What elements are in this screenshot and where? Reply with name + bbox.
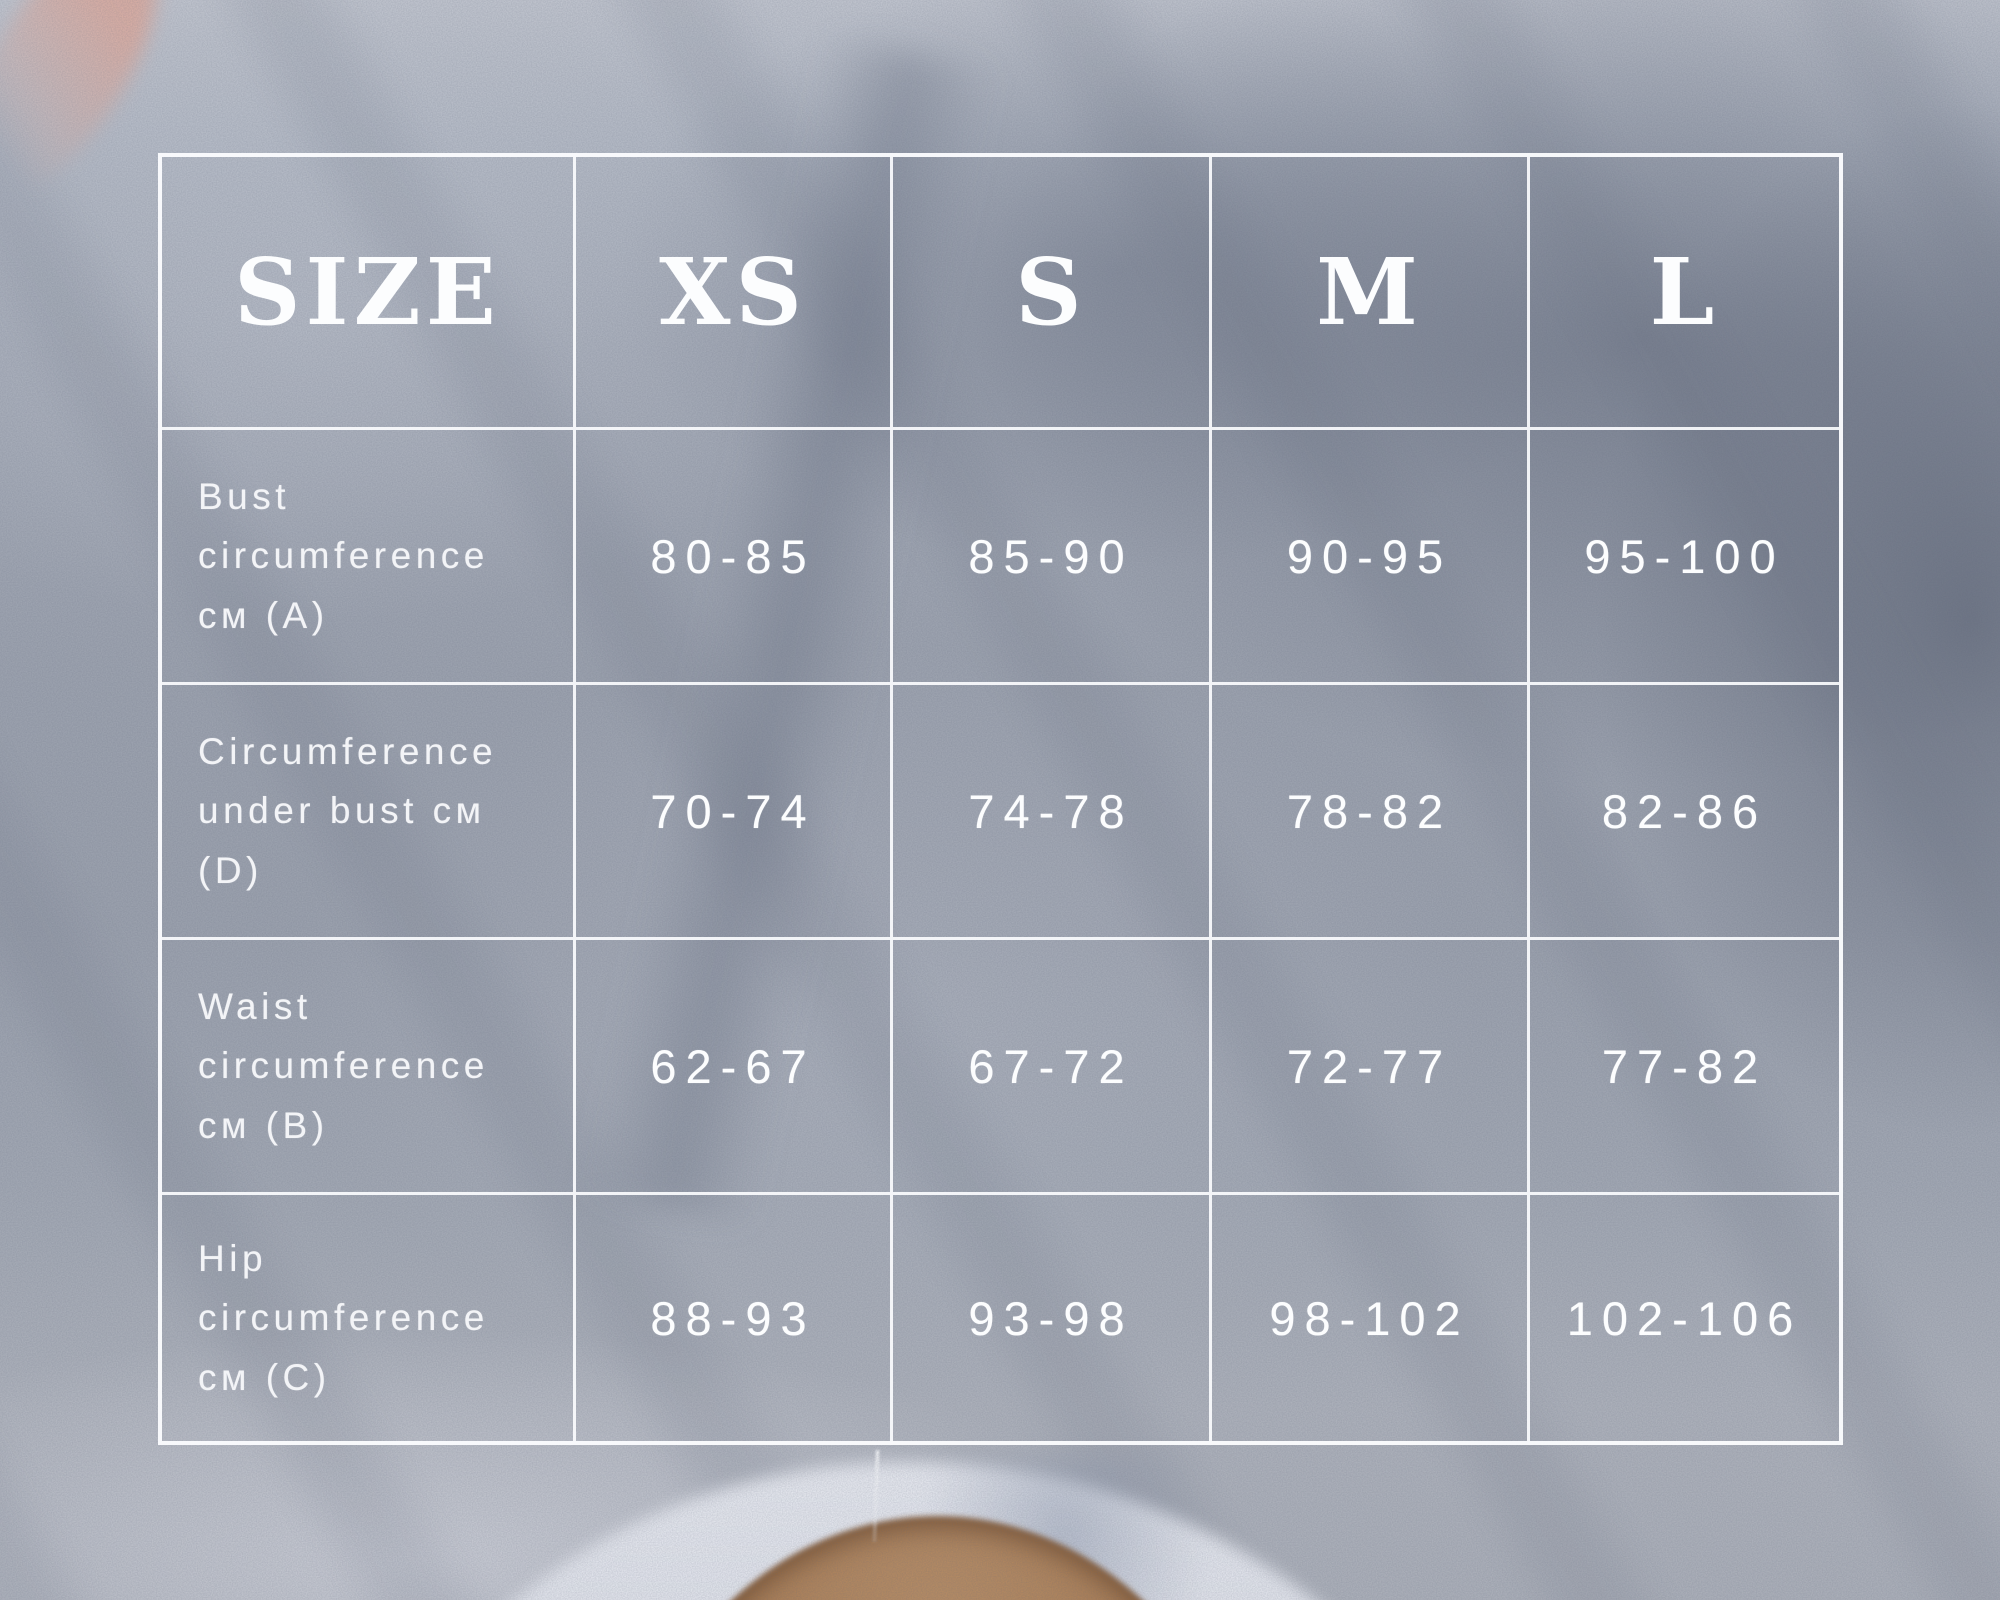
cell-value-text: 72-77 xyxy=(1286,1039,1453,1093)
cell-underbust-l: 82-86 xyxy=(1527,682,1839,937)
header-label: M xyxy=(1316,238,1423,346)
cell-value-text: 90-95 xyxy=(1286,529,1453,583)
cell-underbust-m: 78-82 xyxy=(1209,682,1527,937)
cell-value-text: 85-90 xyxy=(968,529,1134,583)
cell-value-text: 82-86 xyxy=(1601,784,1768,838)
row-label-bust: Bust circumference см (A) xyxy=(162,427,573,682)
row-label-text: Waist circumference см (B) xyxy=(198,986,489,1146)
header-cell-m: M xyxy=(1209,157,1527,427)
cell-hip-l: 102-106 xyxy=(1527,1192,1839,1441)
cell-waist-s: 67-72 xyxy=(890,937,1209,1192)
cell-bust-xs: 80-85 xyxy=(573,427,890,682)
cell-bust-m: 90-95 xyxy=(1209,427,1527,682)
row-label-hip: Hip circumference см (C) xyxy=(162,1192,573,1441)
cell-bust-l: 95-100 xyxy=(1527,427,1839,682)
header-cell-size: SIZE xyxy=(162,157,573,427)
cell-waist-xs: 62-67 xyxy=(573,937,890,1192)
header-label: SIZE xyxy=(234,238,501,346)
row-label-text: Circumference under bust см (D) xyxy=(198,731,498,891)
row-label-text: Bust circumference см (A) xyxy=(198,476,489,636)
cell-hip-m: 98-102 xyxy=(1209,1192,1527,1441)
cell-hip-xs: 88-93 xyxy=(573,1192,890,1441)
cell-hip-s: 93-98 xyxy=(890,1192,1209,1441)
header-label: L xyxy=(1649,238,1720,346)
cell-waist-m: 72-77 xyxy=(1209,937,1527,1192)
header-label: XS xyxy=(659,238,807,346)
cell-underbust-xs: 70-74 xyxy=(573,682,890,937)
row-label-text: Hip circumference см (C) xyxy=(198,1238,489,1398)
cell-waist-l: 77-82 xyxy=(1527,937,1839,1192)
cell-value-text: 67-72 xyxy=(968,1039,1134,1093)
row-label-waist: Waist circumference см (B) xyxy=(162,937,573,1192)
cell-value-text: 77-82 xyxy=(1601,1039,1768,1093)
cell-value-text: 93-98 xyxy=(968,1291,1134,1345)
header-cell-s: S xyxy=(890,157,1209,427)
cell-value-text: 74-78 xyxy=(968,784,1134,838)
cell-value-text: 95-100 xyxy=(1584,529,1785,583)
header-cell-l: L xyxy=(1527,157,1839,427)
cell-value-text: 70-74 xyxy=(650,784,816,838)
header-label: S xyxy=(1015,238,1087,346)
header-cell-xs: XS xyxy=(573,157,890,427)
cell-value-text: 78-82 xyxy=(1286,784,1453,838)
cell-value-text: 62-67 xyxy=(650,1039,816,1093)
cell-value-text: 80-85 xyxy=(650,529,816,583)
cell-value-text: 102-106 xyxy=(1566,1291,1803,1345)
cell-bust-s: 85-90 xyxy=(890,427,1209,682)
cell-value-text: 98-102 xyxy=(1269,1291,1470,1345)
cell-value-text: 88-93 xyxy=(650,1291,816,1345)
size-chart-table: SIZE XS S M L Bust circumference см (A) … xyxy=(158,153,1843,1445)
row-label-underbust: Circumference under bust см (D) xyxy=(162,682,573,937)
cell-underbust-s: 74-78 xyxy=(890,682,1209,937)
